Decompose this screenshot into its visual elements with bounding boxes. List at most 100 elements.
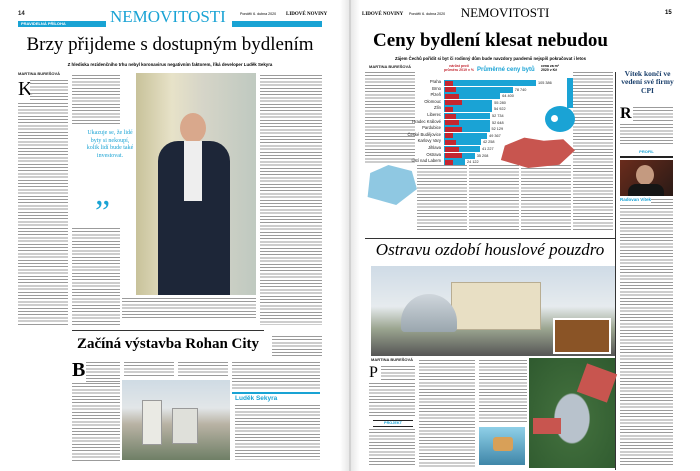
shirt: [184, 141, 202, 201]
photo-caption: [122, 298, 256, 318]
body-text: [232, 362, 320, 390]
growth-bar: [445, 80, 453, 86]
body-text: [30, 80, 68, 102]
body-text: [178, 362, 228, 378]
glass-hall: [401, 294, 457, 332]
growth-bar: [445, 139, 456, 145]
body-text: [260, 75, 322, 325]
profile-text: [651, 199, 673, 204]
growth-bar: [445, 126, 462, 132]
body-text: [124, 362, 174, 378]
drop-cap-p: P: [369, 364, 378, 381]
rohan-city-render: [122, 380, 230, 460]
value-label: 52 129: [491, 127, 504, 132]
cz-map-red: [500, 137, 575, 168]
drop-cap-k: K: [18, 78, 33, 100]
category-label: Jihlava: [427, 145, 441, 150]
growth-bar: [445, 100, 462, 106]
divider: [72, 330, 264, 331]
value-label: 42 258: [482, 140, 495, 145]
drop-cap-b: B: [72, 359, 86, 381]
price-bar: [444, 139, 481, 146]
cz-map-blue: [367, 165, 417, 205]
section-title: NEMOVITOSTI: [110, 7, 226, 26]
growth-bar: [445, 146, 459, 152]
category-label: Liberec: [427, 112, 441, 117]
price-bar: [444, 146, 480, 152]
interior-photo: [553, 318, 611, 354]
project-label: PROJEKT: [373, 420, 413, 427]
concert-hall-render: [371, 266, 615, 356]
value-label: 52 734: [492, 114, 504, 118]
body-text: [18, 103, 68, 325]
value-label: 64 400: [502, 94, 514, 99]
category-label: Brno: [432, 85, 441, 91]
price-bar: [444, 80, 536, 86]
body-text: [369, 383, 415, 418]
section-bar: [232, 21, 322, 27]
paper-name: LIDOVÉ NOVINY: [286, 12, 328, 17]
category-label: Karlovy Vary: [417, 138, 441, 144]
right-page: LIDOVÉ NOVINY Pondělí 6. dubna 2020 NEMO…: [355, 0, 700, 471]
category-label: Olomouc: [424, 98, 441, 104]
profile-rule: [620, 156, 673, 158]
chart-left-label: nárůst proti průměru 2019 v %: [444, 64, 474, 72]
body-text: [72, 383, 120, 461]
category-label: Plzeň: [430, 92, 441, 98]
category-label: Zlín: [434, 105, 441, 111]
paper-name: LIDOVÉ NOVINY: [362, 12, 404, 17]
supplement-bar: PRAVIDELNÁ PŘÍLOHA: [18, 21, 106, 27]
aerial-render: [529, 358, 618, 468]
category-label: České Budějovice: [407, 131, 441, 137]
body-text: [365, 72, 415, 164]
page-fold: [340, 0, 360, 471]
category-label: Ústí nad Labem: [411, 158, 441, 164]
price-bar: [444, 106, 492, 113]
key-stem: [567, 78, 573, 108]
subheadline: Z hlediska rezidenčního trhu nebyl koron…: [67, 62, 273, 67]
sidebar-rule: [232, 392, 320, 394]
body-text: [479, 360, 527, 422]
price-bar: [444, 132, 488, 139]
building: [172, 408, 198, 444]
growth-bar: [445, 87, 456, 93]
value-label: 78 740: [514, 87, 527, 92]
value-label: 35 208: [476, 153, 489, 158]
byline: MARTINA BUREŠOVÁ: [371, 357, 414, 362]
column-rule: [615, 72, 616, 470]
body-text: [381, 366, 415, 382]
portrait-photo: [136, 73, 256, 295]
body-text: [469, 165, 519, 230]
price-bar: [444, 93, 501, 100]
body-text: [419, 360, 475, 467]
dateline: Pondělí 6. dubna 2020: [240, 12, 277, 16]
page-number: 15: [665, 10, 672, 16]
chart-title: Průměrné ceny bytů: [477, 67, 535, 73]
body-text: [573, 72, 613, 230]
headline: Ceny bydlení klesat nebudou: [373, 30, 608, 51]
profile-label: PROFIL: [639, 149, 654, 154]
price-chart: nárůst proti průměru 2019 v % Průměrné c…: [407, 64, 575, 168]
price-bar: [444, 119, 490, 126]
face: [180, 113, 206, 143]
price-bar: [444, 159, 466, 166]
value-label: 41 227: [481, 147, 494, 151]
sidebar-title: Luděk Sekyra: [235, 395, 278, 402]
quote-mark-icon: ”: [95, 194, 111, 231]
sidebar-text: [633, 107, 673, 123]
second-headline: Začíná výstavba Rohan City: [76, 336, 260, 352]
category-label: Praha: [429, 79, 441, 84]
sidebar-text: [620, 205, 673, 467]
price-bar: [444, 126, 490, 133]
body-text: [417, 165, 467, 230]
growth-bar: [445, 153, 462, 159]
dateline: Pondělí 6. dubna 2020: [409, 12, 446, 16]
body-text: [521, 165, 571, 230]
key-icon: [545, 106, 575, 132]
divider: [365, 238, 615, 239]
sidebar-text: [620, 124, 673, 146]
price-bar: [444, 99, 493, 106]
chart-right-label: cena za m² 2020 v Kč: [541, 64, 559, 72]
body-text: [86, 362, 120, 382]
byline: MARTINA BUREŠOVÁ: [369, 64, 412, 69]
